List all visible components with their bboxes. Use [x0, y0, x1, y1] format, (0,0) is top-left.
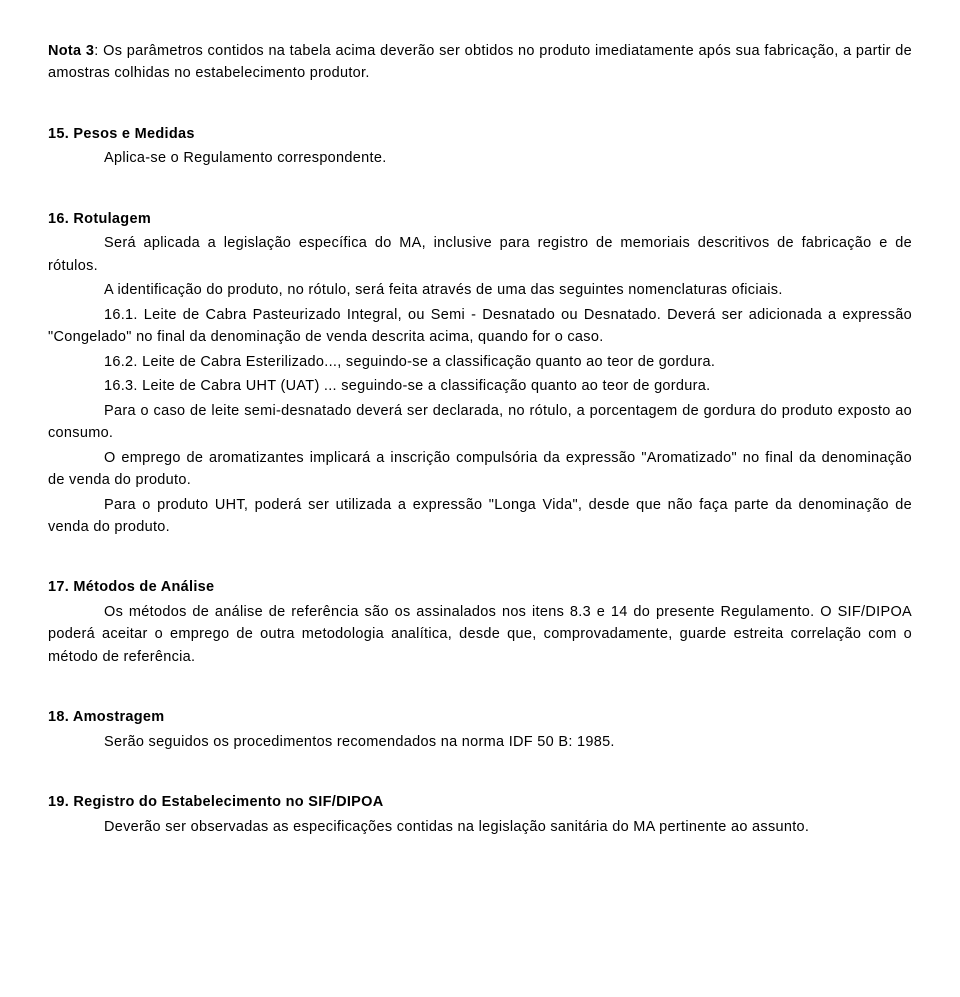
section-16-p2: A identificação do produto, no rótulo, s…: [48, 279, 912, 301]
nota-3: Nota 3: Os parâmetros contidos na tabela…: [48, 40, 912, 85]
section-16-p4: 16.2. Leite de Cabra Esterilizado..., se…: [48, 351, 912, 373]
section-15-line1: Aplica-se o Regulamento correspondente.: [48, 147, 912, 169]
section-16-p3: 16.1. Leite de Cabra Pasteurizado Integr…: [48, 304, 912, 349]
section-16-p6: Para o caso de leite semi-desnatado deve…: [48, 400, 912, 445]
section-16-p1: Será aplicada a legislação específica do…: [48, 232, 912, 277]
section-17-p1: Os métodos de análise de referência são …: [48, 601, 912, 668]
section-19-p1: Deverão ser observadas as especificações…: [48, 816, 912, 838]
nota-3-text: Os parâmetros contidos na tabela acima d…: [48, 43, 912, 81]
section-18-p1: Serão seguidos os procedimentos recomend…: [48, 731, 912, 753]
nota-3-sep: :: [94, 43, 103, 59]
section-16-p8: Para o produto UHT, poderá ser utilizada…: [48, 494, 912, 539]
section-17-head: 17. Métodos de Análise: [48, 576, 912, 598]
nota-3-label: Nota 3: [48, 43, 94, 59]
section-18-head: 18. Amostragem: [48, 706, 912, 728]
section-16-p7: O emprego de aromatizantes implicará a i…: [48, 447, 912, 492]
section-16-p5: 16.3. Leite de Cabra UHT (UAT) ... segui…: [48, 375, 912, 397]
section-16-head: 16. Rotulagem: [48, 208, 912, 230]
section-19-head: 19. Registro do Estabelecimento no SIF/D…: [48, 791, 912, 813]
section-15-head: 15. Pesos e Medidas: [48, 123, 912, 145]
